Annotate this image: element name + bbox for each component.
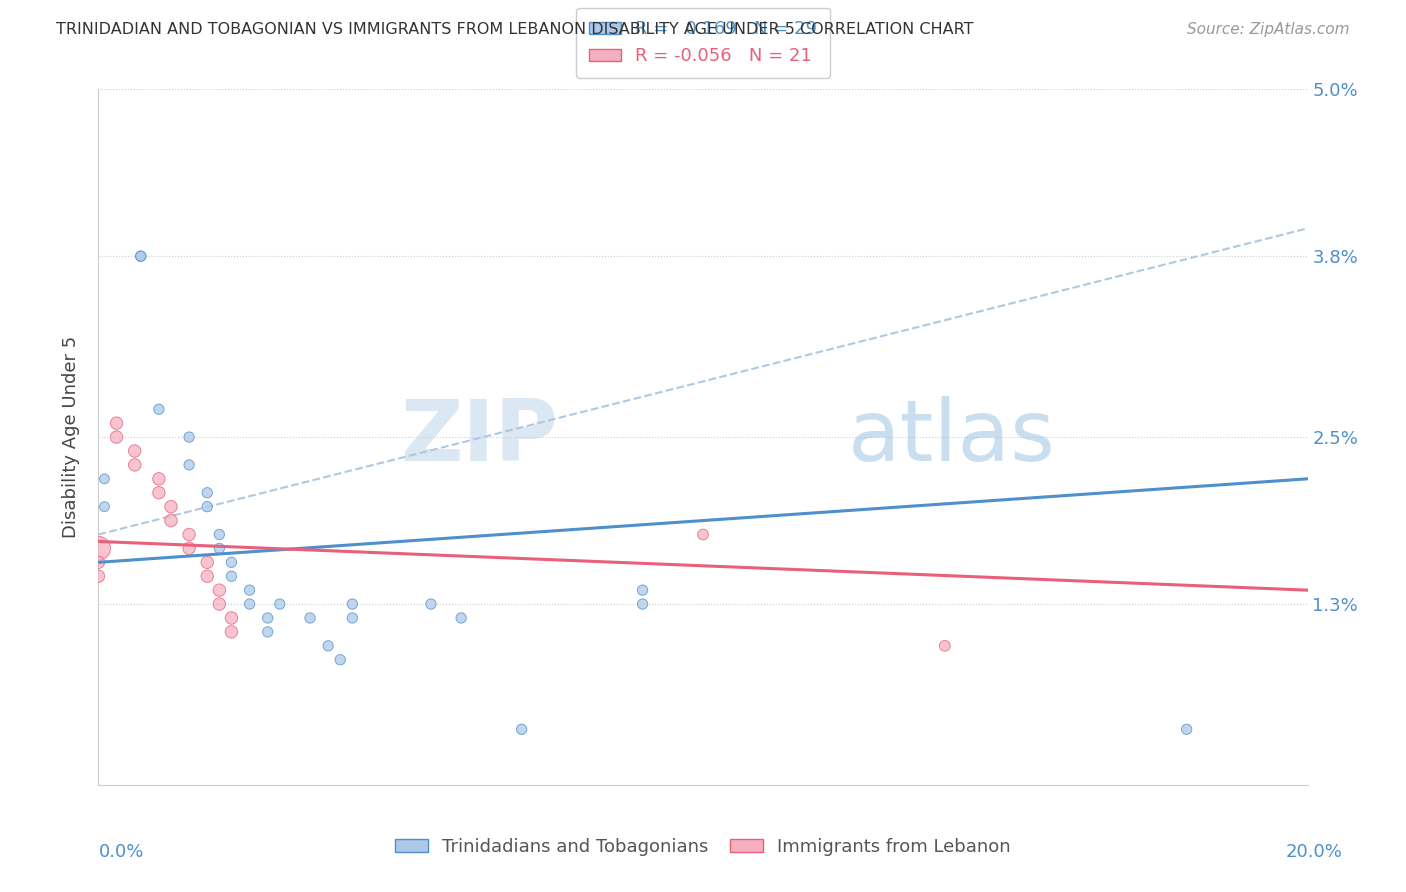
Text: 20.0%: 20.0% xyxy=(1286,843,1343,861)
Point xyxy=(208,597,231,611)
Point xyxy=(239,583,262,598)
Point xyxy=(342,611,364,625)
Point xyxy=(148,402,170,417)
Point xyxy=(316,639,339,653)
Point xyxy=(299,611,322,625)
Y-axis label: Disability Age Under 5: Disability Age Under 5 xyxy=(62,336,80,538)
Point xyxy=(239,597,262,611)
Point xyxy=(179,541,201,556)
Point xyxy=(160,514,183,528)
Point xyxy=(87,541,110,556)
Point xyxy=(179,458,201,472)
Point xyxy=(129,249,152,263)
Text: TRINIDADIAN AND TOBAGONIAN VS IMMIGRANTS FROM LEBANON DISABILITY AGE UNDER 5 COR: TRINIDADIAN AND TOBAGONIAN VS IMMIGRANTS… xyxy=(56,22,974,37)
Point xyxy=(1175,723,1198,737)
Point xyxy=(105,416,128,430)
Point xyxy=(195,555,218,569)
Point xyxy=(692,527,714,541)
Point xyxy=(221,569,243,583)
Point xyxy=(179,430,201,444)
Point xyxy=(208,541,231,556)
Point xyxy=(195,569,218,583)
Point xyxy=(148,472,170,486)
Point xyxy=(256,624,278,639)
Point xyxy=(221,624,243,639)
Point xyxy=(208,583,231,598)
Point xyxy=(208,527,231,541)
Point xyxy=(129,249,152,263)
Point xyxy=(93,472,115,486)
Point xyxy=(631,597,654,611)
Point xyxy=(179,527,201,541)
Point xyxy=(631,583,654,598)
Point xyxy=(420,597,443,611)
Point xyxy=(195,500,218,514)
Legend: Trinidadians and Tobagonians, Immigrants from Lebanon: Trinidadians and Tobagonians, Immigrants… xyxy=(384,827,1022,866)
Text: atlas: atlas xyxy=(848,395,1056,479)
Point xyxy=(329,653,352,667)
Point xyxy=(934,639,956,653)
Point xyxy=(124,444,146,458)
Text: ZIP: ZIP xyxy=(401,395,558,479)
Point xyxy=(342,597,364,611)
Point xyxy=(124,458,146,472)
Point xyxy=(160,500,183,514)
Point xyxy=(105,430,128,444)
Point xyxy=(195,485,218,500)
Point xyxy=(221,611,243,625)
Text: Source: ZipAtlas.com: Source: ZipAtlas.com xyxy=(1187,22,1350,37)
Point xyxy=(87,555,110,569)
Point xyxy=(269,597,291,611)
Point xyxy=(148,485,170,500)
Text: 0.0%: 0.0% xyxy=(98,843,143,861)
Point xyxy=(256,611,278,625)
Point xyxy=(221,555,243,569)
Point xyxy=(93,500,115,514)
Point xyxy=(87,569,110,583)
Point xyxy=(450,611,472,625)
Point xyxy=(510,723,533,737)
